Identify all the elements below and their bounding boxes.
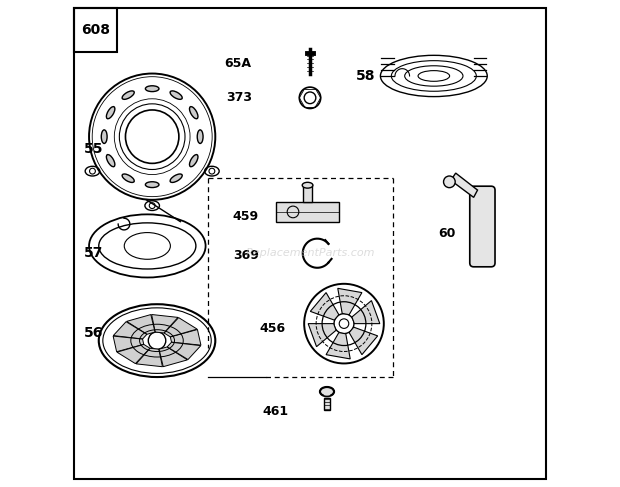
Polygon shape: [136, 348, 162, 367]
Bar: [324, 390, 330, 400]
Polygon shape: [338, 288, 362, 315]
Text: 608: 608: [81, 23, 110, 37]
Polygon shape: [117, 344, 150, 364]
Ellipse shape: [145, 182, 159, 187]
Polygon shape: [352, 300, 380, 324]
Polygon shape: [170, 330, 201, 345]
Polygon shape: [113, 322, 147, 339]
Bar: [74, 8, 117, 52]
Text: 55: 55: [84, 142, 104, 156]
Polygon shape: [311, 293, 339, 320]
Polygon shape: [126, 315, 155, 334]
Polygon shape: [164, 318, 197, 337]
Polygon shape: [326, 333, 350, 359]
Ellipse shape: [190, 154, 198, 167]
Ellipse shape: [302, 182, 313, 188]
Polygon shape: [167, 342, 201, 359]
Ellipse shape: [145, 86, 159, 92]
Ellipse shape: [107, 154, 115, 167]
FancyBboxPatch shape: [470, 186, 495, 267]
Text: 456: 456: [260, 322, 286, 335]
Text: 369: 369: [233, 249, 259, 262]
Text: 459: 459: [233, 210, 259, 224]
Text: 57: 57: [84, 246, 104, 260]
Ellipse shape: [320, 387, 334, 396]
Text: 461: 461: [262, 405, 288, 417]
Ellipse shape: [197, 130, 203, 144]
Polygon shape: [159, 347, 187, 367]
Ellipse shape: [122, 174, 135, 183]
Polygon shape: [349, 327, 378, 355]
Text: 60: 60: [438, 227, 456, 240]
Text: 373: 373: [226, 92, 252, 104]
Bar: [324, 398, 330, 410]
Ellipse shape: [107, 107, 115, 119]
Polygon shape: [451, 173, 477, 197]
Ellipse shape: [170, 91, 182, 99]
Text: 56: 56: [84, 326, 104, 340]
Text: 65A: 65A: [224, 57, 252, 70]
Polygon shape: [152, 315, 178, 333]
Ellipse shape: [101, 130, 107, 144]
Text: 58: 58: [356, 69, 376, 83]
Ellipse shape: [190, 107, 198, 119]
Ellipse shape: [170, 174, 182, 183]
Ellipse shape: [122, 91, 135, 99]
Bar: [303, 185, 312, 202]
Polygon shape: [308, 324, 336, 347]
Text: ReplacementParts.com: ReplacementParts.com: [246, 248, 374, 258]
Polygon shape: [113, 336, 144, 352]
Circle shape: [287, 206, 299, 218]
Circle shape: [443, 176, 455, 187]
Bar: [276, 202, 339, 222]
